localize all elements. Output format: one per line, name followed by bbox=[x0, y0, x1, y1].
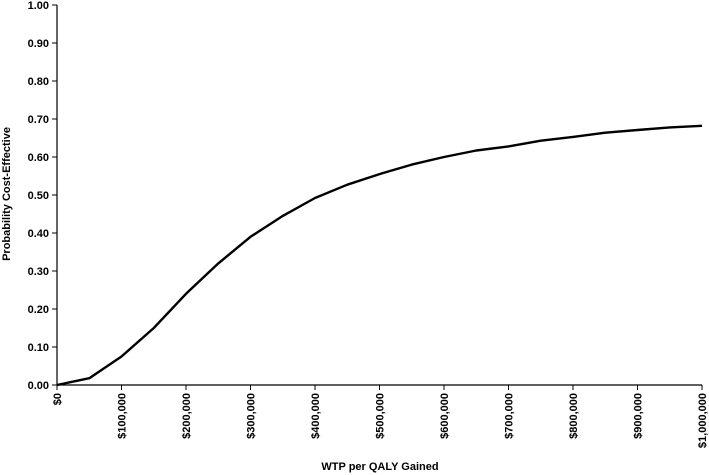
series-line bbox=[56, 124, 703, 387]
y-tick-label: 0.70 bbox=[28, 114, 49, 126]
x-tick-label: $500,000 bbox=[375, 393, 387, 439]
x-tick-label: $0 bbox=[52, 393, 64, 405]
x-tick-label: $300,000 bbox=[246, 393, 258, 439]
x-tick-label: $700,000 bbox=[504, 393, 516, 439]
y-tick-label: 0.80 bbox=[28, 76, 49, 88]
y-tick-label: 0.60 bbox=[28, 152, 49, 164]
x-tick-label: $400,000 bbox=[310, 393, 322, 439]
y-tick-label: 1.00 bbox=[28, 0, 49, 12]
x-axis-title: WTP per QALY Gained bbox=[321, 461, 438, 473]
y-tick-label: 0.40 bbox=[28, 228, 49, 240]
x-tick-label: $1,000,000 bbox=[697, 393, 709, 448]
x-tick-label: $900,000 bbox=[633, 393, 645, 439]
y-tick-label: 0.50 bbox=[28, 190, 49, 202]
y-tick-label: 0.90 bbox=[28, 38, 49, 50]
x-tick-label: $100,000 bbox=[117, 393, 129, 439]
y-axis-ticks: 0.00 0.10 0.20 0.30 0.40 0.50 0.60 0.70 0.80 0.90… bbox=[28, 0, 57, 392]
y-tick-label: 0.10 bbox=[28, 342, 49, 354]
x-tick-label: $200,000 bbox=[181, 393, 193, 439]
y-tick-label: 0.30 bbox=[28, 266, 49, 278]
x-tick-label: $600,000 bbox=[439, 393, 451, 439]
y-axis-title: Probability Cost-Effective bbox=[1, 127, 13, 261]
x-axis-ticks: $0 $100,000 $200,000 $300,000 $400,000 $500,0… bbox=[52, 385, 709, 448]
y-tick-label: 0.00 bbox=[28, 380, 49, 392]
x-tick-label: $800,000 bbox=[568, 393, 580, 439]
y-tick-label: 0.20 bbox=[28, 304, 49, 316]
